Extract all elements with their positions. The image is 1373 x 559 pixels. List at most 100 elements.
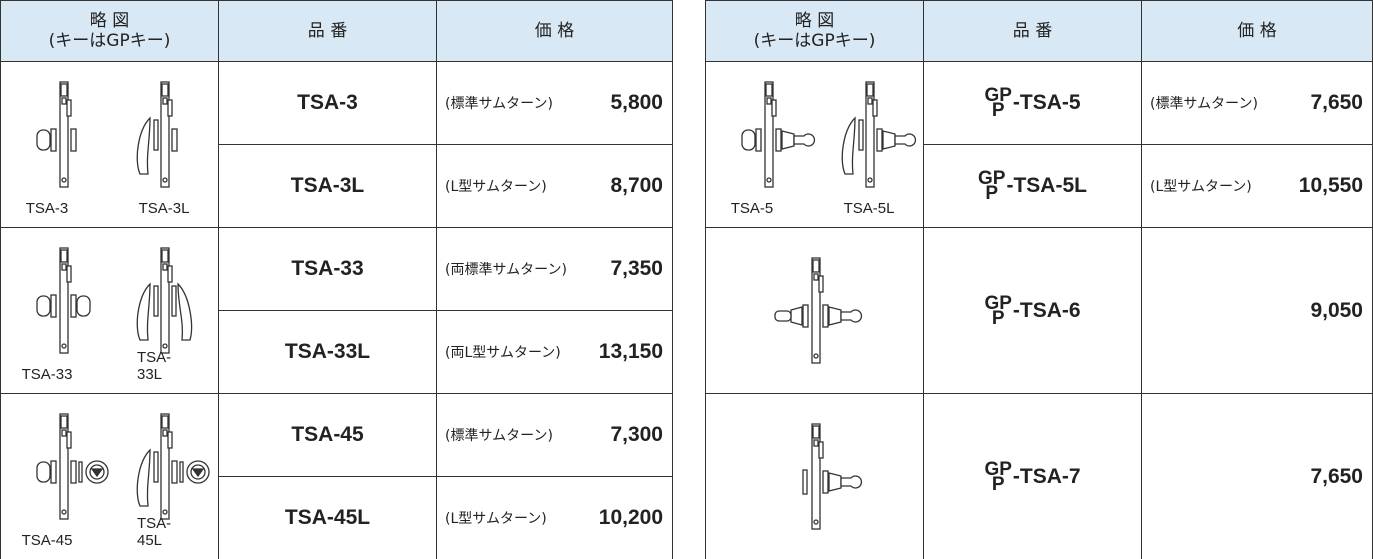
product-cell: TSA-45 [219,394,437,477]
icon-part [813,439,819,447]
product-code: TSA-3 [297,91,358,114]
product-cell: GP P -TSA-5L [924,145,1142,228]
diagram-label: TSA-3L [138,200,190,217]
icon-part [741,129,756,151]
product-cell: TSA-3 [219,62,437,145]
icon-part [876,128,883,152]
price-note: (L型サムターン) [445,179,547,195]
icon-part [813,353,819,359]
icon-part [764,81,774,188]
diagram [36,247,193,354]
icon-part [36,295,51,317]
product-prefix: GP P [978,169,1005,203]
price-cell: (標準サムターン) 7,650 [1142,62,1373,145]
icon-part [162,509,168,515]
diagram-label: TSA-33L [137,349,172,383]
icon-part [818,275,824,293]
header-text: (キーはGPキー) [753,31,876,51]
product-code: TSA-45L [284,506,371,529]
icon-part [61,343,67,349]
header-cell: 略 図 (キーはGPキー) [1,1,219,62]
price: 7,350 [610,257,663,280]
price-cell: 7,650 [1142,394,1373,559]
icon-part [811,423,821,530]
icon-part [59,413,69,520]
icon-part [61,429,67,437]
diagram [774,257,863,364]
price-cell: (L型サムターン) 8,700 [437,145,673,228]
icon-part [60,249,68,263]
price: 7,650 [1310,91,1363,114]
diagram-label: TSA-3 [25,200,69,217]
icon-part [160,247,170,354]
icon-part [160,81,170,188]
price-cell: (標準サムターン) 7,300 [437,394,673,477]
diagram-cell: TSA-45 TSA-45L [1,394,219,559]
icon-part [766,177,772,183]
product-code: TSA-33L [284,340,371,363]
icon-part [66,265,72,283]
product-code: -TSA-7 [1012,464,1081,488]
icon-part [802,304,809,328]
icon-part [78,461,83,483]
icon-part [822,470,829,494]
icon-part [894,133,917,147]
product-cell: GP P -TSA-6 [924,228,1142,394]
product-cell: GP P -TSA-7 [924,394,1142,559]
icon-part [867,97,873,105]
product-cell: GP P -TSA-5 [924,62,1142,145]
price: 10,200 [598,506,663,529]
header-text: 略 図 [89,11,130,31]
icon-part [872,99,878,117]
price-note: (標準サムターン) [445,96,553,112]
price-cell: (両L型サムターン) 13,150 [437,311,673,394]
icon-part [59,247,69,354]
icon-part [793,133,816,147]
icon-part [171,460,178,484]
icon-part [167,431,173,449]
product-code: -TSA-6 [1012,298,1081,322]
diagram-label: TSA-5L [843,200,895,217]
icon-part [50,128,57,152]
icon-part [61,263,67,271]
price-cell: 9,050 [1142,228,1373,394]
price-cell: (L型サムターン) 10,550 [1142,145,1373,228]
icon-part [76,295,91,317]
icon-part [161,249,169,263]
header-cell: 品 番 [924,1,1142,62]
icon-part [36,461,51,483]
icon-part [811,257,821,364]
price-note: (L型サムターン) [445,511,547,527]
icon-part [790,306,803,326]
price-cell: (L型サムターン) 10,200 [437,477,673,559]
header-cell: 価 格 [1142,1,1373,62]
diagram [802,423,863,530]
icon-part [153,285,159,317]
icon-part [171,128,178,152]
diagram [741,81,917,188]
icon-part [167,265,173,283]
product-cell: TSA-3L [219,145,437,228]
icon-part [179,461,184,483]
prefix-bottom: P [991,100,1005,121]
icon-part [813,273,819,281]
icon-part [50,460,57,484]
icon-part [858,119,864,151]
diagram-label: TSA-33 [21,366,73,383]
icon-part [774,310,792,322]
icon-part [162,97,168,105]
icon-part [136,448,151,507]
product-cell: TSA-33 [219,228,437,311]
icon-part [828,472,842,492]
prefix-top: GP [984,458,1012,480]
icon-part [828,306,842,326]
product-cell: TSA-33L [219,311,437,394]
product-code: TSA-45 [291,423,364,446]
product-code: TSA-3L [290,174,365,197]
product-prefix: GP P [984,86,1011,121]
icon-part [50,294,57,318]
price: 8,700 [610,174,663,197]
price-note: (両標準サムターン) [445,262,567,278]
prefix-bottom: P [991,307,1005,329]
diagram-cell [706,394,924,559]
